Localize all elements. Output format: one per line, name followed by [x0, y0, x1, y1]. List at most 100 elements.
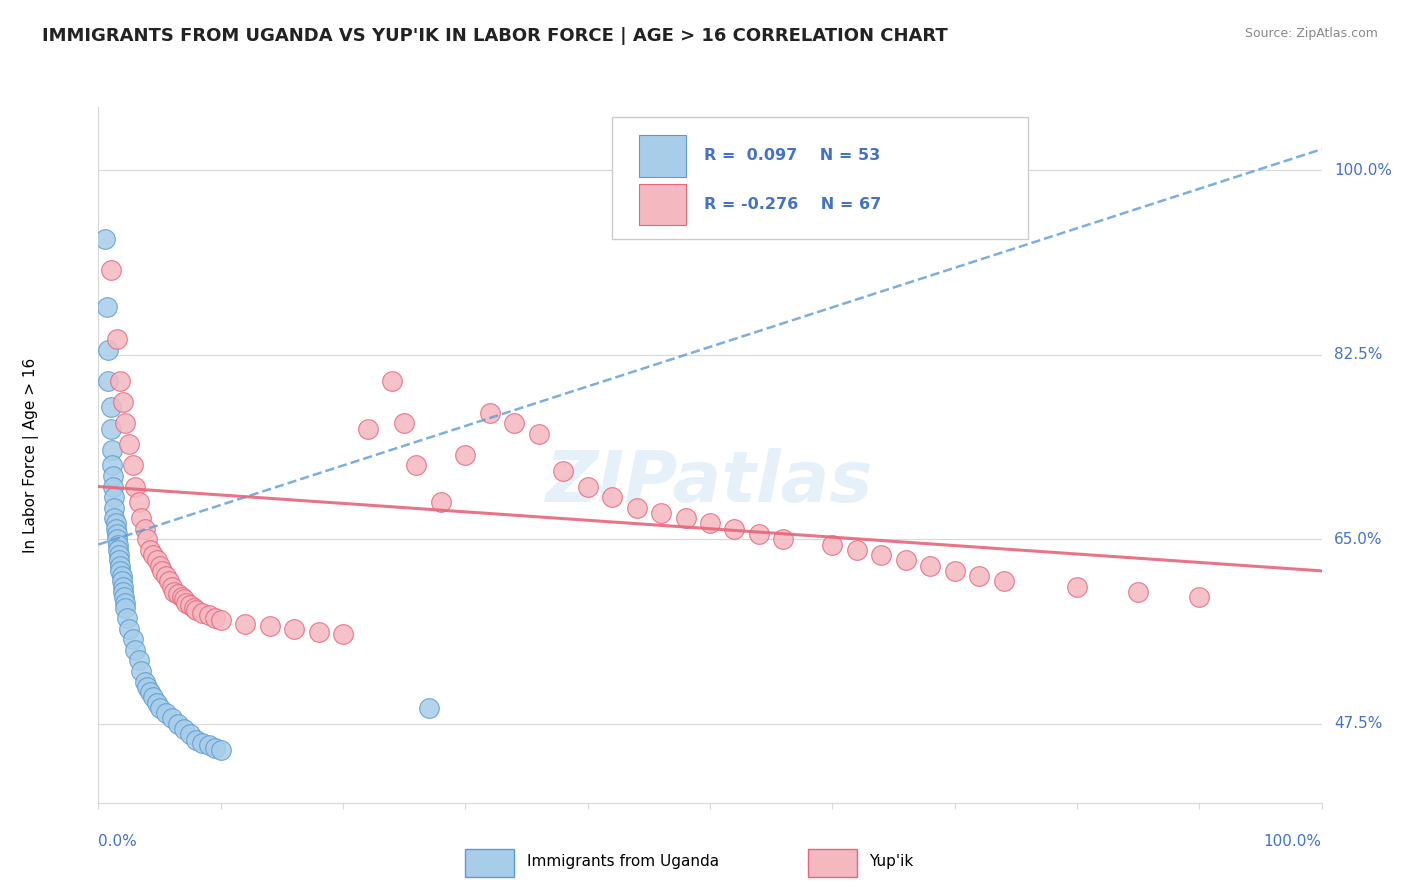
Point — [920, 558, 942, 573]
Point — [104, 522, 127, 536]
Point — [179, 727, 201, 741]
Point — [186, 732, 208, 747]
Point — [101, 469, 124, 483]
Point — [191, 736, 214, 750]
Point — [600, 490, 623, 504]
Point — [149, 558, 172, 573]
Point — [772, 533, 794, 547]
Text: Yup'ik: Yup'ik — [869, 855, 914, 870]
Point — [105, 527, 128, 541]
Point — [197, 738, 219, 752]
Point — [96, 301, 118, 315]
Point — [142, 690, 165, 705]
Point — [173, 592, 195, 607]
Point — [392, 417, 416, 431]
Point — [97, 343, 120, 357]
Point — [155, 569, 177, 583]
Point — [503, 417, 526, 431]
Point — [100, 401, 122, 415]
Point — [128, 495, 150, 509]
Point — [110, 558, 132, 573]
Point — [191, 606, 214, 620]
Point — [173, 722, 195, 736]
Point — [118, 622, 141, 636]
Text: 47.5%: 47.5% — [1334, 716, 1382, 731]
Text: 100.0%: 100.0% — [1334, 163, 1392, 178]
Text: 100.0%: 100.0% — [1264, 834, 1322, 849]
Point — [576, 479, 599, 493]
Point — [111, 580, 134, 594]
Point — [894, 553, 917, 567]
Point — [121, 458, 143, 473]
Point — [111, 395, 134, 409]
Point — [259, 618, 281, 632]
Point — [103, 500, 125, 515]
FancyBboxPatch shape — [612, 118, 1028, 239]
Point — [112, 591, 135, 605]
Point — [107, 537, 129, 551]
Point — [101, 442, 124, 457]
Point — [179, 598, 201, 612]
Point — [209, 614, 232, 628]
Point — [124, 479, 146, 493]
Point — [108, 548, 131, 562]
Point — [845, 542, 868, 557]
Point — [454, 448, 477, 462]
Point — [1188, 591, 1211, 605]
Point — [650, 506, 672, 520]
Point — [121, 632, 143, 647]
Point — [283, 622, 305, 636]
Text: In Labor Force | Age > 16: In Labor Force | Age > 16 — [22, 358, 39, 552]
Point — [101, 479, 124, 493]
Point — [105, 533, 128, 547]
Point — [129, 511, 152, 525]
Point — [118, 437, 141, 451]
Point — [110, 564, 132, 578]
Point — [129, 664, 152, 678]
Point — [101, 458, 124, 473]
Point — [111, 569, 134, 583]
Point — [699, 516, 721, 531]
Point — [136, 680, 159, 694]
Point — [1066, 580, 1088, 594]
Point — [723, 522, 745, 536]
Point — [176, 595, 198, 609]
Point — [110, 374, 132, 388]
Point — [134, 674, 156, 689]
Text: Immigrants from Uganda: Immigrants from Uganda — [526, 855, 718, 870]
Point — [136, 533, 159, 547]
Point — [104, 516, 127, 531]
Point — [163, 585, 186, 599]
FancyBboxPatch shape — [640, 184, 686, 226]
Point — [675, 511, 697, 525]
Point — [93, 232, 115, 246]
Point — [150, 564, 173, 578]
Point — [870, 548, 893, 562]
Point — [149, 701, 172, 715]
Point — [553, 464, 575, 478]
Text: 65.0%: 65.0% — [1334, 532, 1382, 547]
Point — [233, 616, 256, 631]
Point — [405, 458, 427, 473]
Point — [748, 527, 770, 541]
Point — [967, 569, 990, 583]
Point — [527, 426, 550, 441]
Point — [114, 600, 136, 615]
Point — [204, 741, 226, 756]
Point — [356, 421, 378, 435]
Point — [128, 653, 150, 667]
Text: R = -0.276    N = 67: R = -0.276 N = 67 — [704, 197, 882, 212]
FancyBboxPatch shape — [465, 849, 515, 877]
Point — [103, 511, 125, 525]
Point — [160, 580, 183, 594]
Point — [209, 743, 232, 757]
FancyBboxPatch shape — [808, 849, 856, 877]
Point — [170, 591, 193, 605]
Point — [97, 374, 120, 388]
Point — [626, 500, 648, 515]
Point — [418, 701, 440, 715]
Point — [167, 716, 190, 731]
Point — [167, 587, 190, 601]
Point — [204, 611, 226, 625]
Text: R =  0.097    N = 53: R = 0.097 N = 53 — [704, 148, 880, 163]
